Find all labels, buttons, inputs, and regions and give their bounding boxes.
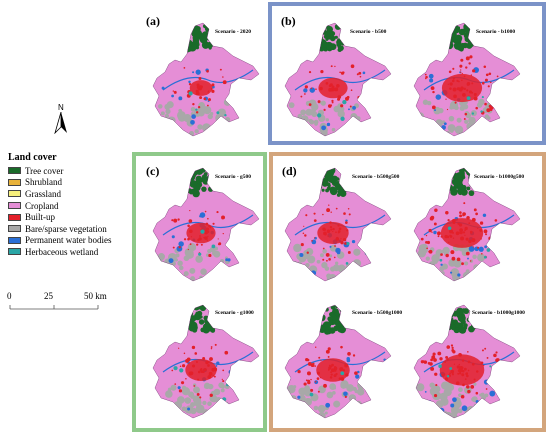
map-b1000g1000 [413, 304, 521, 419]
legend-item: Tree cover [8, 165, 111, 177]
scale-tick-0: 0 [7, 291, 12, 301]
scenario-label-b500g500: Scenario - b500g500 [352, 174, 400, 180]
scale-bar [9, 305, 99, 310]
scale-tick-25: 25 [44, 291, 53, 301]
legend-label: Built-up [25, 212, 56, 223]
map-b500g1000 [284, 304, 392, 419]
scenario-label-b500g1000: Scenario - b500g1000 [352, 310, 403, 316]
legend-item: Cropland [8, 200, 111, 212]
legend-label: Tree cover [25, 165, 64, 176]
map-g1000 [152, 304, 260, 419]
map-b1000g500 [413, 167, 521, 282]
panel-b-frame [268, 2, 546, 145]
legend-label: Herbaceous wetland [25, 246, 99, 257]
panel-a-label: (a) [146, 14, 160, 28]
legend-item: Permanent water bodies [8, 235, 111, 247]
legend-item: Bare/sparse vegetation [8, 223, 111, 235]
panel-c-frame [132, 152, 267, 432]
legend-swatch [8, 167, 21, 175]
legend-swatch [8, 178, 21, 186]
panel-b-label: (b) [281, 14, 296, 28]
legend-swatch [8, 202, 21, 210]
legend-title: Land cover [8, 152, 57, 163]
legend-label: Shrubland [25, 177, 62, 188]
legend-item: Grassland [8, 188, 111, 200]
legend-label: Cropland [25, 200, 59, 211]
legend-swatch [8, 190, 21, 198]
legend-swatch [8, 248, 21, 256]
legend-item: Shrubland [8, 177, 111, 189]
legend-swatch [8, 225, 21, 233]
panel-c-label: (c) [146, 164, 160, 178]
scenario-label-b500: Scenario - b500 [350, 29, 387, 35]
map-2020 [152, 22, 260, 137]
scale-tick-50: 50 km [84, 291, 107, 301]
scenario-label-g500: Scenario - g500 [215, 174, 252, 180]
legend-label: Bare/sparse vegetation [25, 223, 107, 234]
legend-swatch [8, 213, 21, 221]
legend-label: Permanent water bodies [25, 235, 112, 246]
scenario-label-g1000: Scenario - g1000 [215, 310, 254, 316]
scenario-label-2020: Scenario - 2020 [215, 29, 252, 35]
map-b1000 [413, 22, 521, 137]
scenario-label-b1000: Scenario - b1000 [476, 29, 516, 35]
panel-d-label: (d) [282, 164, 297, 178]
legend-label: Grassland [25, 188, 61, 199]
scenario-label-b1000g500: Scenario - b1000g500 [474, 174, 525, 180]
legend-item: Built-up [8, 211, 111, 223]
north-label: N [58, 103, 64, 112]
map-b500g500 [284, 167, 392, 282]
panel-d-frame [269, 152, 546, 432]
legend-swatch [8, 236, 21, 244]
north-arrow-icon [54, 112, 67, 134]
map-b500 [284, 22, 392, 137]
map-g500 [152, 167, 260, 282]
scenario-label-b1000g1000: Scenario - b1000g1000 [472, 310, 525, 316]
legend-item: Herbaceous wetland [8, 246, 111, 258]
legend: Tree cover Shrubland Grassland Cropland Buil… [8, 165, 111, 258]
